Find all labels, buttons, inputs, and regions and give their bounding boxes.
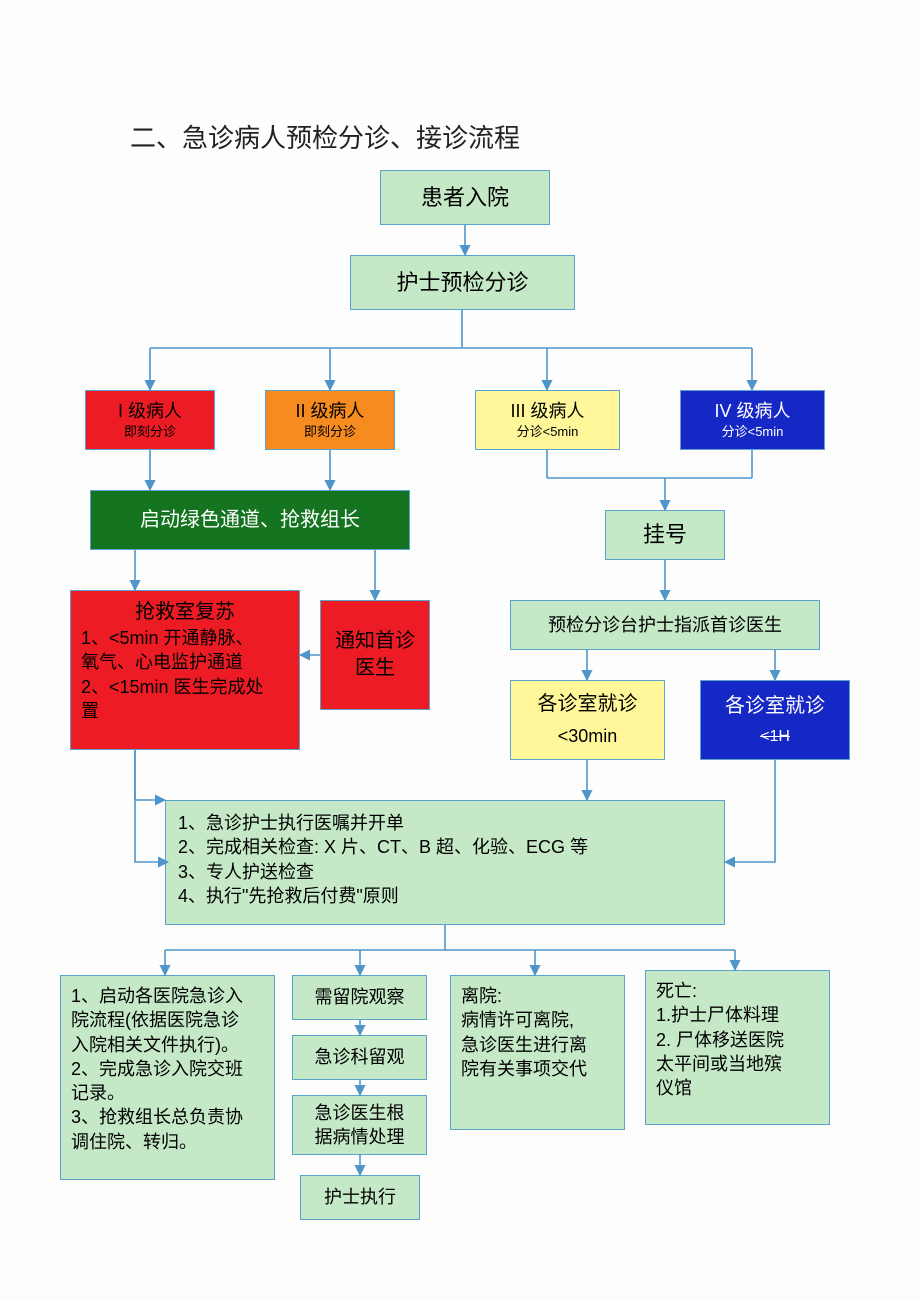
- level-4-sub: 分诊<5min: [722, 423, 784, 441]
- death-line3: 太平间或当地殡: [656, 1052, 782, 1076]
- clinic1h-label: 各诊室就诊: [725, 693, 825, 720]
- page-title: 二、急诊病人预检分诊、接诊流程: [130, 118, 520, 155]
- death-line2: 2. 尸体移送医院: [656, 1028, 784, 1052]
- resus-line1: 1、<5min 开通静脉、: [81, 626, 254, 650]
- node-death: 死亡: 1.护士尸体料理 2. 尸体移送医院 太平间或当地殡 仪馆: [645, 970, 830, 1125]
- node-nurse-exec: 护士执行: [300, 1175, 420, 1220]
- level-3-sub: 分诊<5min: [517, 423, 579, 441]
- exam-line3: 4、执行"先抢救后付费"原则: [178, 884, 399, 908]
- adm-line1: 院流程(依据医院急诊: [71, 1008, 239, 1032]
- node-nurse-triage: 护士预检分诊: [350, 255, 575, 310]
- node-obs-room: 急诊科留观: [292, 1035, 427, 1080]
- node-need-obs: 需留院观察: [292, 975, 427, 1020]
- node-register: 挂号: [605, 510, 725, 560]
- adm-line3: 2、完成急诊入院交班: [71, 1057, 243, 1081]
- clinic30-label: 各诊室就诊: [538, 691, 638, 718]
- level-1-label: I 级病人: [118, 399, 182, 423]
- handle-line0: 急诊医生根: [315, 1101, 405, 1125]
- node-clinic-1h: 各诊室就诊 <1H: [700, 680, 850, 760]
- resus-line3: 2、<15min 医生完成处: [81, 675, 264, 699]
- dis-line0: 离院:: [461, 984, 502, 1008]
- exam-line2: 3、专人护送检查: [178, 860, 314, 884]
- resus-line2: 氧气、心电监护通道: [81, 650, 243, 674]
- level-2-label: II 级病人: [295, 399, 364, 423]
- exam-line0: 1、急诊护士执行医嘱并开单: [178, 811, 404, 835]
- node-notify-doctor: 通知首诊 医生: [320, 600, 430, 710]
- clinic1h-sub: <1H: [760, 726, 790, 748]
- resus-line4: 置: [81, 699, 99, 723]
- node-admission: 1、启动各医院急诊入 院流程(依据医院急诊 入院相关文件执行)。 2、完成急诊入…: [60, 975, 275, 1180]
- node-patient-admission: 患者入院: [380, 170, 550, 225]
- level-2-sub: 即刻分诊: [304, 423, 356, 441]
- adm-line2: 入院相关文件执行)。: [71, 1033, 239, 1057]
- node-assign-doctor: 预检分诊台护士指派首诊医生: [510, 600, 820, 650]
- level-3-label: III 级病人: [510, 399, 584, 423]
- node-clinic-30: 各诊室就诊 <30min: [510, 680, 665, 760]
- node-level-3: III 级病人 分诊<5min: [475, 390, 620, 450]
- death-line1: 1.护士尸体料理: [656, 1003, 779, 1027]
- adm-line0: 1、启动各医院急诊入: [71, 984, 243, 1008]
- death-line4: 仪馆: [656, 1076, 692, 1100]
- handle-line1: 据病情处理: [315, 1125, 405, 1149]
- node-level-1: I 级病人 即刻分诊: [85, 390, 215, 450]
- dis-line1: 病情许可离院,: [461, 1008, 574, 1032]
- dis-line3: 院有关事项交代: [461, 1057, 587, 1081]
- node-doctor-handle: 急诊医生根 据病情处理: [292, 1095, 427, 1155]
- notify-line0: 通知首诊: [335, 628, 415, 655]
- node-green-channel: 启动绿色通道、抢救组长: [90, 490, 410, 550]
- level-1-sub: 即刻分诊: [124, 423, 176, 441]
- adm-line5: 3、抢救组长总负责协: [71, 1105, 243, 1129]
- level-4-label: IV 级病人: [714, 399, 790, 423]
- dis-line2: 急诊医生进行离: [461, 1033, 587, 1057]
- node-resuscitation: 抢救室复苏 1、<5min 开通静脉、 氧气、心电监护通道 2、<15min 医…: [70, 590, 300, 750]
- notify-line1: 医生: [355, 655, 395, 682]
- adm-line4: 记录。: [71, 1081, 125, 1105]
- node-level-2: II 级病人 即刻分诊: [265, 390, 395, 450]
- exam-line1: 2、完成相关检查: X 片、CT、B 超、化验、ECG 等: [178, 835, 588, 859]
- node-level-4: IV 级病人 分诊<5min: [680, 390, 825, 450]
- node-exam-process: 1、急诊护士执行医嘱并开单 2、完成相关检查: X 片、CT、B 超、化验、EC…: [165, 800, 725, 925]
- resus-line0: 抢救室复苏: [135, 599, 235, 626]
- node-discharge: 离院: 病情许可离院, 急诊医生进行离 院有关事项交代: [450, 975, 625, 1130]
- death-line0: 死亡:: [656, 979, 697, 1003]
- clinic30-sub: <30min: [558, 724, 618, 748]
- adm-line6: 调住院、转归。: [71, 1130, 197, 1154]
